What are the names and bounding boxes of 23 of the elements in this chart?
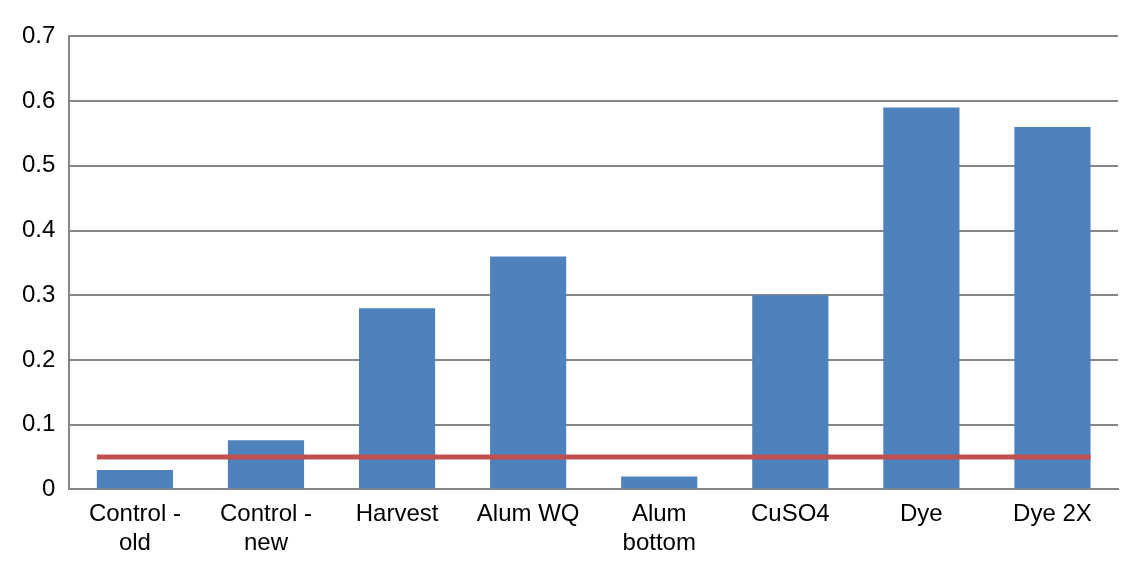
bar (883, 107, 960, 489)
y-tick-label: 0.6 (21, 85, 56, 113)
x-tick-label: Control - new (219, 499, 312, 556)
y-tick-label: 0 (42, 474, 56, 502)
y-tick-label: 0.2 (21, 344, 56, 372)
bar (621, 476, 698, 489)
x-tick-label: Alum WQ (476, 499, 580, 527)
bar (490, 256, 567, 489)
bar (1014, 127, 1091, 489)
y-tick-label: 0.3 (21, 279, 56, 307)
bar (358, 308, 436, 489)
bar (96, 469, 173, 489)
y-tick-label: 0.7 (21, 21, 56, 49)
x-tick-label: Dye 2X (1013, 499, 1092, 527)
x-tick-label: Harvest (355, 499, 439, 527)
y-tick-label: 0.5 (21, 150, 56, 178)
y-tick-label: 0.4 (21, 215, 56, 243)
x-tick-label: Dye (900, 499, 943, 527)
x-tick-label: CuSO4 (750, 499, 830, 527)
y-tick-label: 0.1 (21, 409, 56, 437)
x-tick-label: Alum bottom (622, 499, 696, 556)
x-tick-label: Control - old (88, 499, 181, 556)
bar (752, 295, 829, 489)
